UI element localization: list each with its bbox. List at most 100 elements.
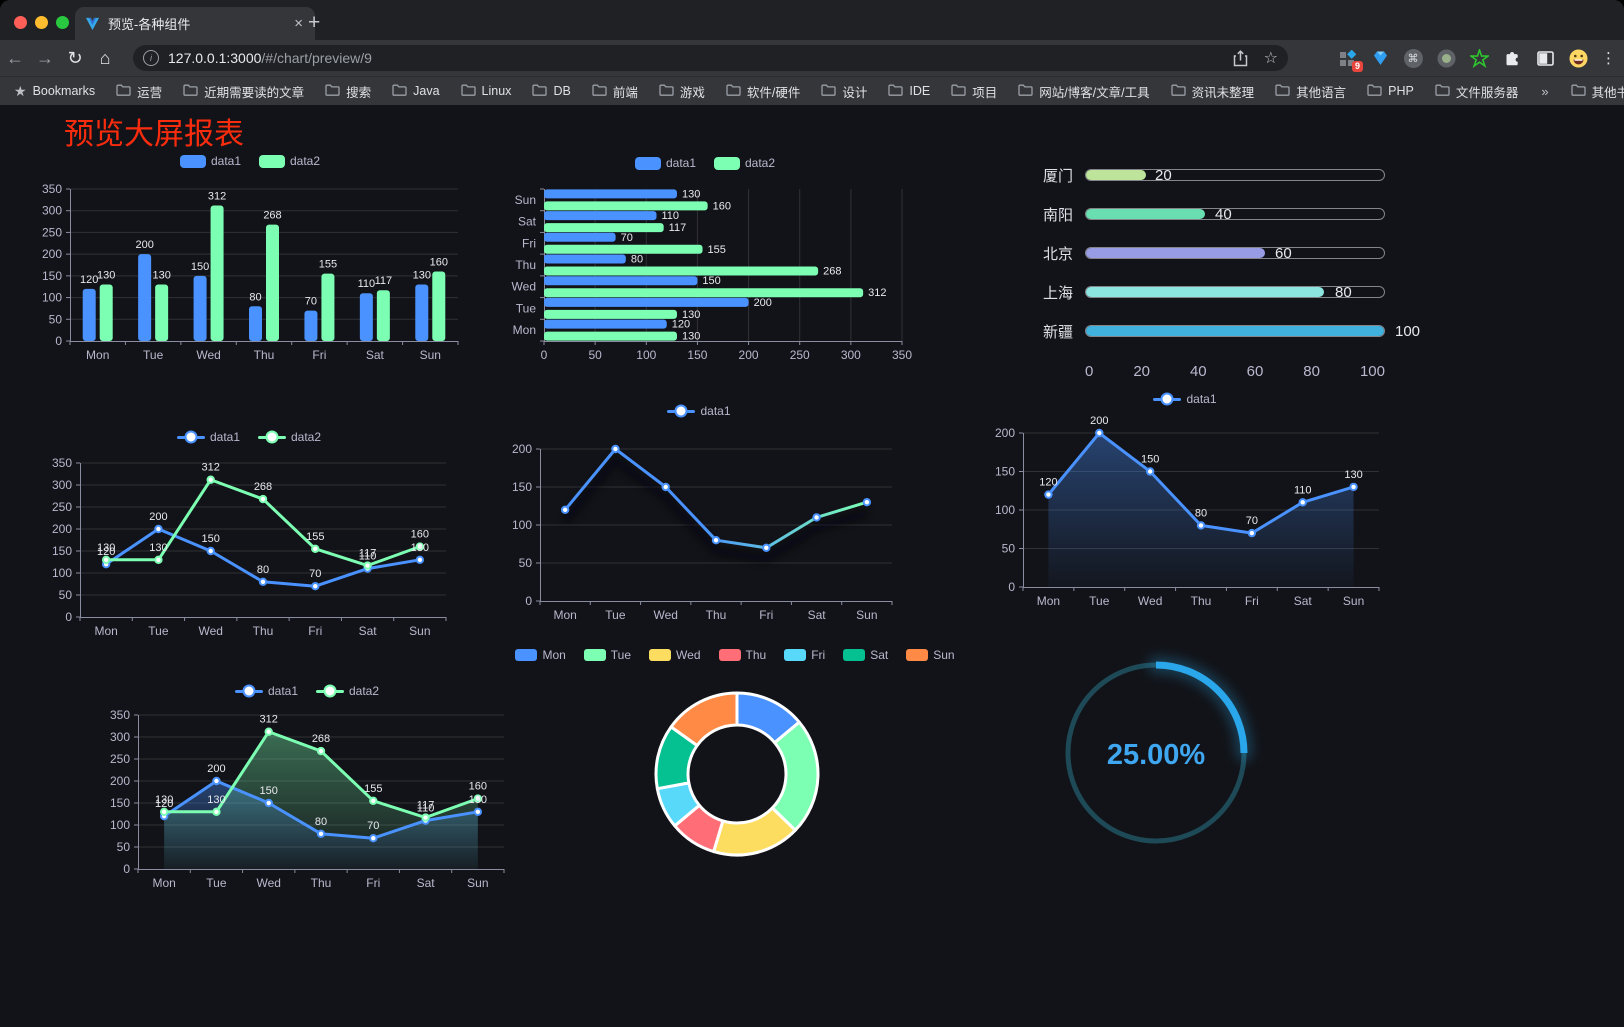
legend-item-Sun[interactable]: Sun	[906, 648, 955, 662]
extensions-puzzle-icon[interactable]	[1502, 48, 1522, 68]
svg-text:100: 100	[52, 566, 72, 580]
bookmark-folder-搜索[interactable]: 搜索	[325, 82, 371, 101]
progress-label: 厦门	[1042, 167, 1073, 185]
legend-marker	[906, 649, 929, 661]
command-extension-icon[interactable]: ⌘	[1403, 48, 1423, 68]
emoji-extension-icon[interactable]	[1568, 48, 1588, 68]
svg-text:Tue: Tue	[148, 624, 169, 638]
reload-icon[interactable]: ↻	[67, 47, 83, 68]
legend-item-Tue[interactable]: Tue	[583, 648, 631, 662]
tab-close-icon[interactable]: ×	[294, 15, 303, 32]
close-window-button[interactable]	[14, 16, 27, 29]
bookmark-folder-运营[interactable]: 运营	[116, 82, 162, 101]
url-text[interactable]: 127.0.0.1:3000/#/chart/preview/9	[168, 50, 372, 66]
svg-text:350: 350	[52, 456, 72, 470]
bookmark-folder-Java[interactable]: Java	[392, 84, 440, 99]
gem-extension-icon[interactable]	[1370, 48, 1390, 68]
svg-text:120: 120	[155, 798, 173, 810]
bookmark-folder-前端[interactable]: 前端	[592, 82, 638, 101]
legend-item-data1[interactable]: data1	[667, 404, 731, 418]
bookmark-label: Linux	[481, 84, 512, 98]
bookmarks-manager-item[interactable]: ★ Bookmarks	[14, 83, 95, 100]
bookmark-folder-项目[interactable]: 项目	[951, 82, 997, 101]
bookmark-folder-IDE[interactable]: IDE	[888, 84, 930, 99]
browser-tab[interactable]: 预览-各种组件 ×	[75, 7, 315, 40]
bookmark-label: 网站/博客/文章/工具	[1039, 85, 1150, 100]
new-tab-button[interactable]: +	[308, 11, 321, 34]
folder-icon	[659, 84, 674, 99]
bookmark-folder-近期需要读的文章[interactable]: 近期需要读的文章	[183, 82, 304, 101]
recorder-extension-icon[interactable]	[1436, 48, 1456, 68]
legend-item-Mon[interactable]: Mon	[515, 648, 566, 662]
svg-text:160: 160	[430, 257, 448, 269]
svg-text:130: 130	[682, 331, 700, 343]
legend-item-data2[interactable]: data2	[259, 154, 320, 168]
legend-item-data2[interactable]: data2	[714, 156, 775, 170]
svg-text:110: 110	[359, 551, 377, 563]
legend-item-data2[interactable]: data2	[258, 430, 321, 444]
star-extension-icon[interactable]	[1469, 48, 1489, 68]
legend-item-data1[interactable]: data1	[179, 154, 241, 168]
side-panel-icon[interactable]	[1535, 48, 1555, 68]
bookmark-folder-文件服务器[interactable]: 文件服务器	[1435, 82, 1518, 101]
svg-text:155: 155	[306, 531, 324, 543]
address-bar[interactable]: i 127.0.0.1:3000/#/chart/preview/9 ☆	[133, 45, 1288, 71]
legend-label: Wed	[676, 648, 701, 662]
legend-item-data1[interactable]: data1	[176, 430, 240, 444]
share-icon[interactable]	[1233, 49, 1248, 67]
svg-text:117: 117	[417, 800, 435, 812]
legend-label: data1	[700, 404, 731, 418]
svg-text:Mon: Mon	[1037, 594, 1060, 608]
browser-menu-icon[interactable]: ⋮	[1601, 50, 1616, 67]
svg-text:Sun: Sun	[420, 348, 441, 362]
svg-text:200: 200	[754, 297, 772, 309]
maximize-window-button[interactable]	[56, 16, 69, 29]
bookmark-label: 软件/硬件	[746, 85, 801, 100]
progress-value: 60	[1275, 245, 1292, 262]
folder-icon	[1570, 84, 1586, 99]
legend-label: data2	[349, 684, 380, 698]
progress-label: 上海	[1042, 284, 1073, 302]
svg-text:350: 350	[42, 182, 62, 196]
chart-city-progress: 厦门 20 南阳 40 北京 60 上海 80 新疆 100 0 20 40 60 80 100	[1005, 159, 1420, 399]
bookmark-folder-网站/博客/文章/工具[interactable]: 网站/博客/文章/工具	[1018, 82, 1150, 101]
legend-item-Fri[interactable]: Fri	[784, 648, 825, 662]
svg-text:50: 50	[1002, 542, 1016, 556]
bookmark-folder-游戏[interactable]: 游戏	[659, 82, 705, 101]
svg-text:0: 0	[1008, 580, 1015, 594]
legend-item-Thu[interactable]: Thu	[718, 648, 766, 662]
other-bookmarks-item[interactable]: 其他书签	[1570, 82, 1624, 101]
legend-item-Wed[interactable]: Wed	[649, 648, 701, 662]
svg-text:130: 130	[411, 542, 429, 554]
bookmark-folder-资讯未整理[interactable]: 资讯未整理	[1170, 82, 1254, 101]
bookmark-star-icon[interactable]: ☆	[1263, 50, 1278, 67]
progress-axis: 0 20 40 60 80 100	[1085, 363, 1385, 380]
forward-icon[interactable]: →	[36, 47, 54, 68]
legend-item-Sat[interactable]: Sat	[843, 648, 888, 662]
legend-item-data1[interactable]: data1	[1153, 392, 1217, 406]
back-icon[interactable]: ←	[6, 47, 24, 68]
minimize-window-button[interactable]	[35, 16, 48, 29]
legend-item-data2[interactable]: data2	[316, 684, 379, 698]
svg-text:110: 110	[358, 278, 376, 290]
bookmarks-overflow-chevron[interactable]: »	[1541, 83, 1549, 99]
bookmark-folder-软件/硬件[interactable]: 软件/硬件	[726, 82, 800, 101]
svg-text:200: 200	[135, 239, 153, 251]
bookmark-folder-设计[interactable]: 设计	[821, 82, 867, 101]
bookmark-folder-DB[interactable]: DB	[532, 84, 571, 99]
home-icon[interactable]: ⌂	[99, 47, 111, 68]
svg-text:0: 0	[65, 610, 72, 624]
svg-text:130: 130	[413, 270, 431, 282]
legend-item-data1[interactable]: data1	[634, 156, 696, 170]
devtools-extension-icon[interactable]: 9	[1337, 48, 1363, 72]
site-info-icon[interactable]: i	[143, 50, 159, 66]
bookmark-folder-其他语言[interactable]: 其他语言	[1275, 82, 1346, 101]
bookmark-folder-Linux[interactable]: Linux	[460, 84, 512, 99]
legend-item-data1[interactable]: data1	[234, 684, 298, 698]
legend-label: data1	[209, 430, 240, 444]
svg-text:Tue: Tue	[1089, 594, 1110, 608]
svg-text:130: 130	[149, 542, 167, 554]
bookmark-folder-PHP[interactable]: PHP	[1367, 84, 1414, 99]
svg-text:150: 150	[1141, 454, 1159, 466]
progress-label: 新疆	[1042, 323, 1073, 341]
